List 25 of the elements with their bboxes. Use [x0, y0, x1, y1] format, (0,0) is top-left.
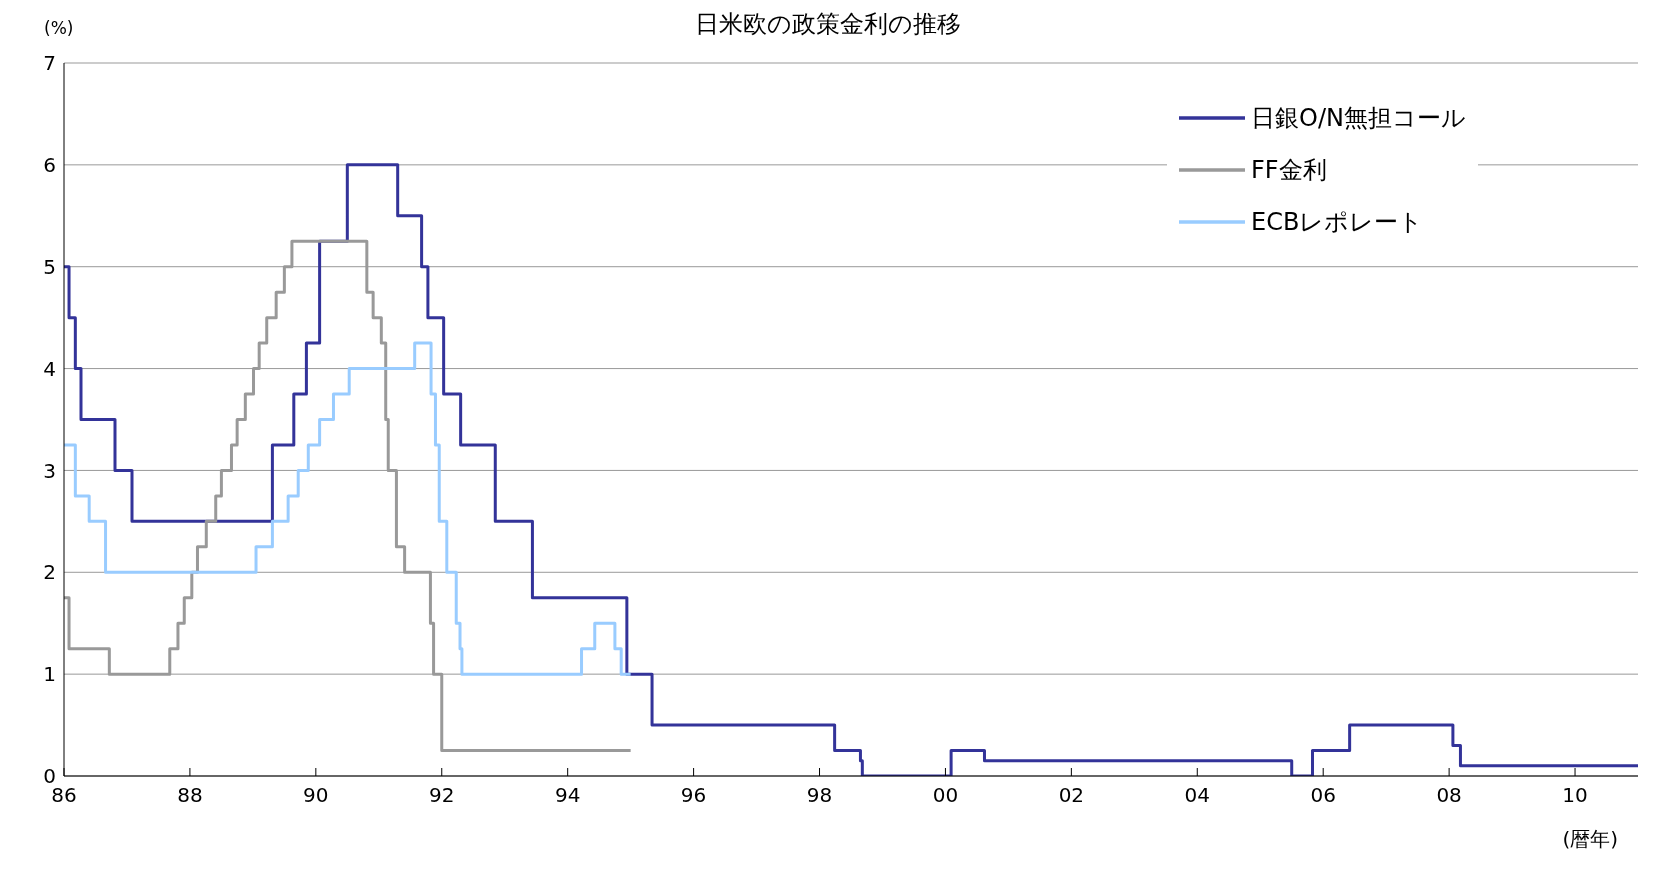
legend-label: 日銀O/N無担コール: [1251, 103, 1466, 134]
x-axis-title: (暦年): [1562, 827, 1618, 851]
y-tick-label: 6: [43, 152, 56, 177]
legend-label: FF金利: [1251, 155, 1327, 186]
x-tick-label: 02: [1058, 783, 1085, 808]
y-axis-title: (%): [44, 18, 74, 38]
y-tick-label: 4: [43, 356, 56, 381]
x-tick-label: 10: [1562, 783, 1588, 808]
x-tick-label: 08: [1436, 783, 1462, 808]
x-tick-label: 88: [177, 783, 203, 808]
x-tick-label: 90: [303, 783, 329, 808]
y-tick-label: 7: [43, 51, 56, 76]
y-tick-label: 2: [43, 560, 56, 585]
chart-title: 日米欧の政策金利の推移: [695, 10, 961, 38]
x-tick-label: 04: [1184, 783, 1211, 808]
y-tick-label: 1: [43, 662, 56, 687]
x-tick-label: 00: [932, 783, 959, 808]
x-tick-label: 96: [680, 783, 707, 808]
x-tick-label: 94: [554, 783, 581, 808]
x-tick-label: 92: [429, 783, 455, 808]
x-tick-label: 06: [1310, 783, 1336, 808]
y-tick-label: 3: [43, 458, 56, 483]
y-tick-label: 5: [43, 254, 56, 279]
x-tick-label: 98: [806, 783, 833, 808]
legend-label: ECBレポレート: [1251, 207, 1424, 238]
